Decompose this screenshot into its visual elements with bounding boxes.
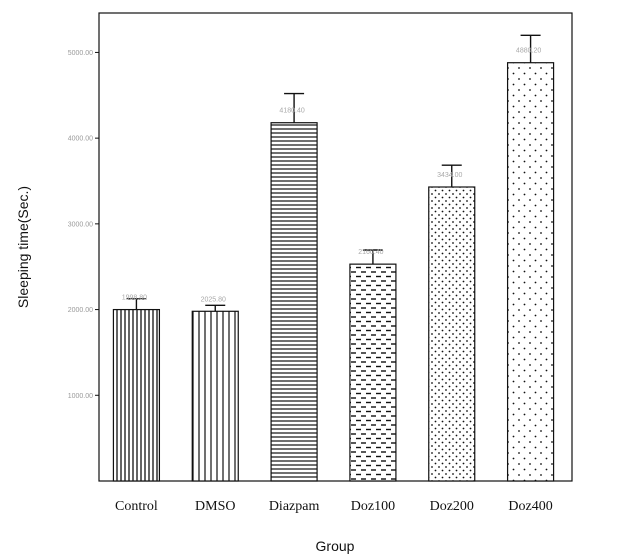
bar-diazpam bbox=[270, 122, 318, 482]
y-axis-ticks: 1000.00 2000.00 3000.00 4000.00 5000.00 bbox=[68, 50, 99, 400]
error-bar bbox=[205, 304, 226, 312]
y-tick-label: 5000.00 bbox=[68, 50, 93, 57]
data-label: 4180.40 bbox=[279, 108, 304, 115]
bar-doz200 bbox=[428, 186, 476, 482]
bar-doz100 bbox=[349, 263, 397, 482]
data-label: 2025.80 bbox=[201, 296, 226, 303]
y-tick-label: 3000.00 bbox=[68, 221, 93, 228]
plot-area-frame bbox=[98, 12, 573, 482]
error-bar bbox=[284, 92, 305, 123]
y-tick-label: 2000.00 bbox=[68, 307, 93, 314]
category-label: Doz400 bbox=[508, 499, 552, 514]
bar-control bbox=[112, 308, 161, 482]
category-label: Diazpam bbox=[269, 499, 320, 514]
data-label: 2160.40 bbox=[358, 249, 383, 256]
error-bar bbox=[126, 298, 147, 310]
bar-series: 1998.80 2025.80 4180.40 2160.40 3434.00 4880.… bbox=[112, 34, 555, 482]
category-label: Doz100 bbox=[351, 499, 395, 514]
category-label: DMSO bbox=[195, 499, 235, 514]
data-label: 1998.80 bbox=[122, 295, 147, 302]
error-bar bbox=[441, 164, 462, 187]
category-label: Control bbox=[115, 499, 158, 514]
data-label: 3434.00 bbox=[437, 172, 462, 179]
y-axis-title: Sleeping time(Sec.) bbox=[15, 186, 31, 308]
error-bar bbox=[362, 249, 383, 265]
error-bar bbox=[520, 34, 541, 63]
bar-dmso bbox=[191, 310, 239, 482]
data-label: 4880.20 bbox=[516, 48, 541, 55]
y-tick-label: 4000.00 bbox=[68, 136, 93, 143]
x-axis-categories: Control DMSO Diazpam Doz100 Doz200 Doz400 bbox=[115, 499, 553, 514]
category-label: Doz200 bbox=[430, 499, 474, 514]
x-axis-title: Group bbox=[316, 538, 355, 554]
y-tick-label: 1000.00 bbox=[68, 393, 93, 400]
bar-doz400 bbox=[506, 62, 555, 482]
